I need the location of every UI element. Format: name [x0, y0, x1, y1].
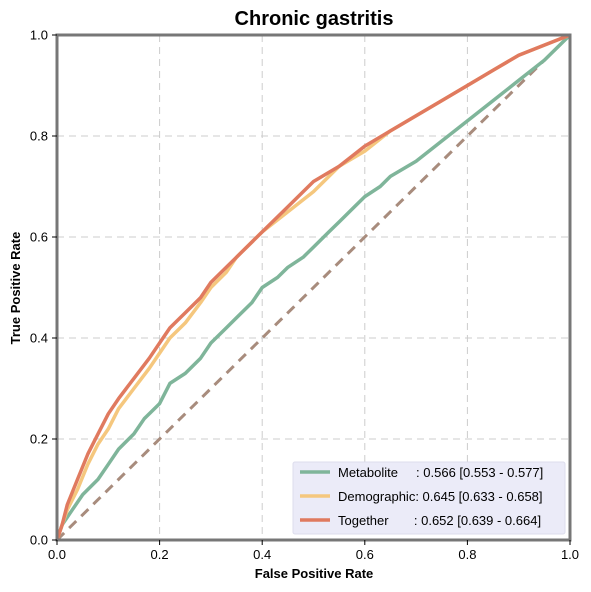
y-tick-label: 0.0: [30, 533, 48, 548]
legend-entry-demographic: Demographic: 0.645 [0.633 - 0.658]: [338, 489, 543, 504]
roc-line-metabolite: [55, 33, 572, 541]
series-layer: [55, 33, 572, 542]
x-tick-label: 0.4: [253, 547, 271, 562]
reference-diagonal-line: [55, 33, 572, 542]
chart-title: Chronic gastritis: [235, 8, 394, 30]
y-axis-ticks: 0.0 0.2 0.4 0.6 0.8 1.0: [30, 28, 57, 548]
legend-entry-together: Together : 0.652 [0.639 - 0.664]: [338, 513, 541, 528]
x-tick-label: 0.6: [356, 547, 374, 562]
x-tick-label: 0.8: [458, 547, 476, 562]
x-tick-label: 1.0: [561, 547, 579, 562]
plot-frame: [55, 33, 572, 542]
legend: Metabolite : 0.566 [0.553 - 0.577] Demog…: [292, 461, 566, 535]
x-axis-label: False Positive Rate: [255, 566, 374, 581]
legend-entry-metabolite: Metabolite : 0.566 [0.553 - 0.577]: [338, 465, 543, 480]
y-tick-label: 0.2: [30, 432, 48, 447]
y-tick-label: 0.8: [30, 129, 48, 144]
roc-line-together: [55, 33, 571, 541]
x-tick-label: 0.2: [151, 547, 169, 562]
x-axis-ticks: 0.0 0.2 0.4 0.6 0.8 1.0: [48, 540, 579, 562]
x-tick-label: 0.0: [48, 547, 66, 562]
y-axis-label: True Positive Rate: [8, 232, 23, 345]
legend-box: [292, 461, 566, 535]
y-tick-label: 0.6: [30, 230, 48, 245]
y-tick-label: 1.0: [30, 28, 48, 43]
y-tick-label: 0.4: [30, 331, 48, 346]
